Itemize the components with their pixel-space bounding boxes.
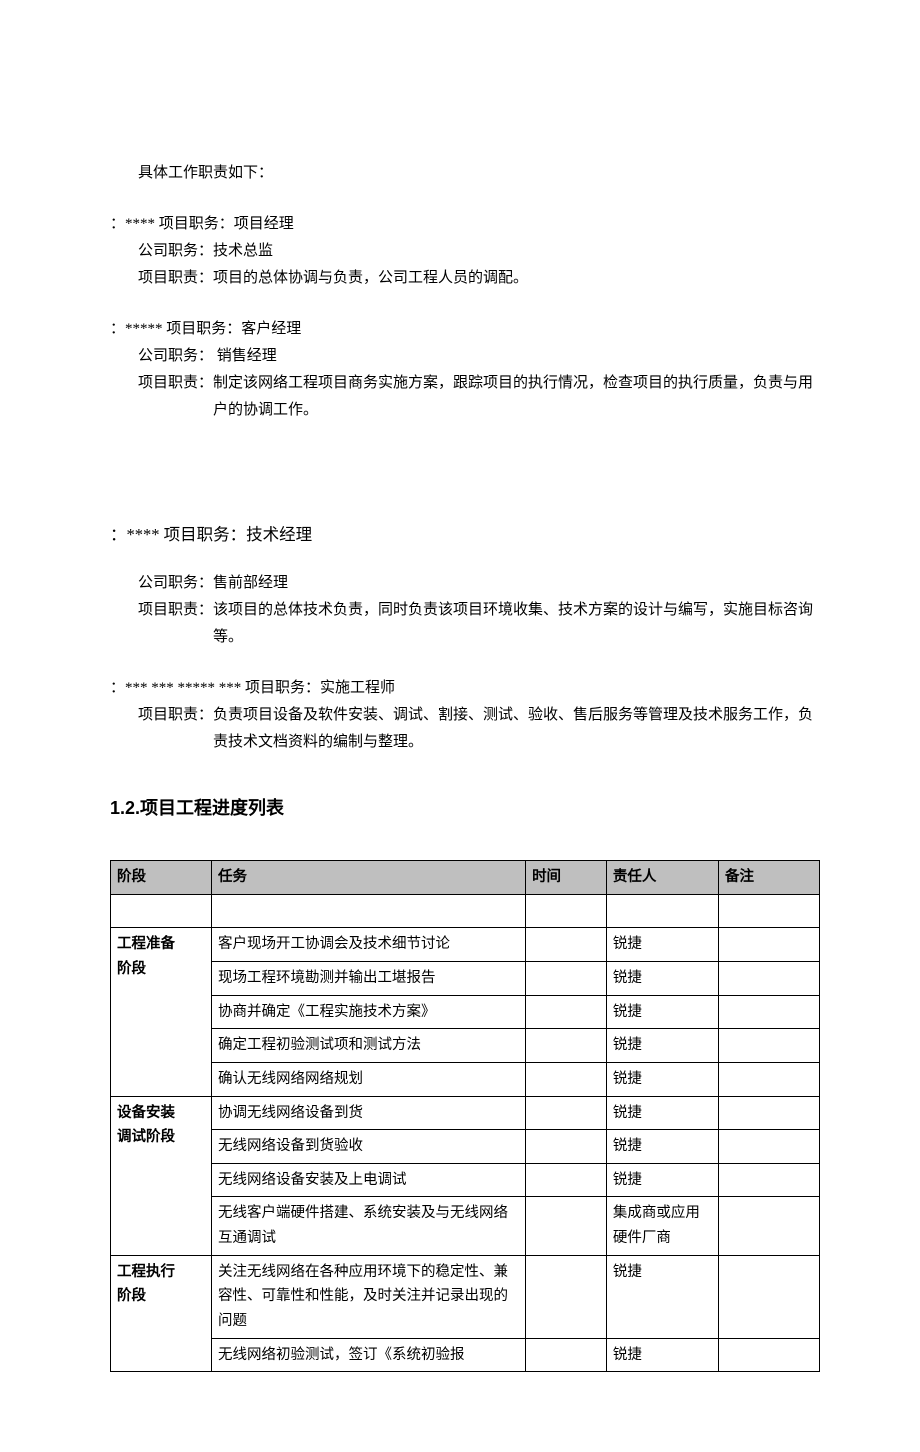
- role-duty-value: 该项目的总体技术负责，同时负责该项目环境收集、技术方案的设计与编写，实施目标咨询…: [213, 597, 820, 651]
- role-duty-value: 项目的总体协调与负责，公司工程人员的调配。: [213, 265, 528, 292]
- table-body: 工程准备阶段客户现场开工协调会及技术细节讨论锐捷现场工程环境勘测并输出工堪报告锐…: [111, 894, 820, 1372]
- role-duty-line: 项目职责：负责项目设备及软件安装、调试、割接、测试、验收、售后服务等管理及技术服…: [110, 702, 820, 756]
- role-duty-line: 项目职责：项目的总体协调与负责，公司工程人员的调配。: [110, 265, 820, 292]
- note-cell: [719, 1062, 820, 1096]
- note-cell: [719, 1338, 820, 1372]
- time-cell: [526, 1029, 607, 1063]
- role-block: ：*** *** ***** *** 项目职务：实施工程师项目职责：负责项目设备…: [110, 675, 820, 756]
- task-cell: 协调无线网络设备到货: [211, 1096, 525, 1130]
- owner-cell: 锐捷: [606, 1255, 718, 1338]
- role-block: ：**** 项目职务：技术经理公司职务：售前部经理项目职责：该项目的总体技术负责…: [110, 520, 820, 651]
- col-owner-header: 责任人: [606, 861, 718, 895]
- note-cell: [719, 1197, 820, 1255]
- intro-text: 具体工作职责如下：: [110, 160, 820, 187]
- phase-cell: [111, 894, 212, 928]
- owner-cell: 锐捷: [606, 1062, 718, 1096]
- role-company-line: 公司职务： 销售经理: [110, 343, 820, 370]
- task-cell: 无线网络设备到货验收: [211, 1130, 525, 1164]
- time-cell: [526, 1062, 607, 1096]
- owner-cell: 锐捷: [606, 1130, 718, 1164]
- phase-cell: 设备安装调试阶段: [111, 1096, 212, 1255]
- time-cell: [526, 962, 607, 996]
- time-cell: [526, 1255, 607, 1338]
- time-cell: [526, 1130, 607, 1164]
- role-company-line: 公司职务：技术总监: [110, 238, 820, 265]
- note-cell: [719, 995, 820, 1029]
- role-duty-value: 制定该网络工程项目商务实施方案，跟踪项目的执行情况，检查项目的执行质量，负责与用…: [213, 370, 820, 424]
- role-duty-line: 项目职责：制定该网络工程项目商务实施方案，跟踪项目的执行情况，检查项目的执行质量…: [110, 370, 820, 424]
- role-duty-label: 项目职责：: [138, 370, 213, 424]
- role-duty-value: 负责项目设备及软件安装、调试、割接、测试、验收、售后服务等管理及技术服务工作，负…: [213, 702, 820, 756]
- table-row: 工程准备阶段客户现场开工协调会及技术细节讨论锐捷: [111, 928, 820, 962]
- table-header-row: 阶段 任务 时间 责任人 备注: [111, 861, 820, 895]
- role-duty-label: 项目职责：: [138, 265, 213, 292]
- note-cell: [719, 1130, 820, 1164]
- role-position-line: ：*** *** ***** *** 项目职务：实施工程师: [110, 675, 820, 702]
- section-title: 1.2.项目工程进度列表: [110, 792, 820, 824]
- time-cell: [526, 995, 607, 1029]
- time-cell: [526, 1096, 607, 1130]
- table-row: 无线网络设备到货验收 锐捷: [111, 1130, 820, 1164]
- col-task-header: 任务: [211, 861, 525, 895]
- task-cell: 协商并确定《工程实施技术方案》: [211, 995, 525, 1029]
- task-cell: 确定工程初验测试项和测试方法: [211, 1029, 525, 1063]
- table-row: 无线网络初验测试，签订《系统初验报 锐捷: [111, 1338, 820, 1372]
- note-cell: [719, 1029, 820, 1063]
- time-cell: [526, 928, 607, 962]
- schedule-table: 阶段 任务 时间 责任人 备注 工程准备阶段客户现场开工协调会及技术细节讨论锐捷…: [110, 860, 820, 1372]
- role-duty-line: 项目职责：该项目的总体技术负责，同时负责该项目环境收集、技术方案的设计与编写，实…: [110, 597, 820, 651]
- table-row: [111, 894, 820, 928]
- table-row: 确定工程初验测试项和测试方法 锐捷: [111, 1029, 820, 1063]
- owner-cell: 锐捷: [606, 962, 718, 996]
- owner-cell: 锐捷: [606, 928, 718, 962]
- owner-cell: 锐捷: [606, 995, 718, 1029]
- table-row: 工程执行阶段关注无线网络在各种应用环境下的稳定性、兼容性、可靠性和性能，及时关注…: [111, 1255, 820, 1338]
- col-note-header: 备注: [719, 861, 820, 895]
- task-cell: 无线网络设备安装及上电调试: [211, 1163, 525, 1197]
- note-cell: [719, 894, 820, 928]
- table-row: 协商并确定《工程实施技术方案》 锐捷: [111, 995, 820, 1029]
- task-cell: [211, 894, 525, 928]
- role-block: ：***** 项目职务：客户经理公司职务： 销售经理项目职责：制定该网络工程项目…: [110, 316, 820, 424]
- role-position-line: ：**** 项目职务：项目经理: [110, 211, 820, 238]
- task-cell: 无线网络初验测试，签订《系统初验报: [211, 1338, 525, 1372]
- role-position-line: ：***** 项目职务：客户经理: [110, 316, 820, 343]
- note-cell: [719, 928, 820, 962]
- task-cell: 无线客户端硬件搭建、系统安装及与无线网络互通调试: [211, 1197, 525, 1255]
- role-duty-label: 项目职责：: [138, 702, 213, 756]
- table-row: 无线客户端硬件搭建、系统安装及与无线网络互通调试 集成商或应用硬件厂商: [111, 1197, 820, 1255]
- task-cell: 客户现场开工协调会及技术细节讨论: [211, 928, 525, 962]
- owner-cell: [606, 894, 718, 928]
- time-cell: [526, 1163, 607, 1197]
- note-cell: [719, 962, 820, 996]
- time-cell: [526, 1338, 607, 1372]
- roles-section: ：**** 项目职务：项目经理公司职务：技术总监项目职责：项目的总体协调与负责，…: [110, 211, 820, 756]
- phase-cell: 工程准备阶段: [111, 928, 212, 1096]
- owner-cell: 锐捷: [606, 1029, 718, 1063]
- owner-cell: 锐捷: [606, 1096, 718, 1130]
- table-row: 确认无线网络网络规划 锐捷: [111, 1062, 820, 1096]
- table-row: 现场工程环境勘测并输出工堪报告 锐捷: [111, 962, 820, 996]
- time-cell: [526, 1197, 607, 1255]
- note-cell: [719, 1096, 820, 1130]
- col-phase-header: 阶段: [111, 861, 212, 895]
- role-position-line: ：**** 项目职务：技术经理: [110, 520, 820, 550]
- role-duty-label: 项目职责：: [138, 597, 213, 651]
- note-cell: [719, 1163, 820, 1197]
- table-row: 设备安装调试阶段协调无线网络设备到货锐捷: [111, 1096, 820, 1130]
- owner-cell: 锐捷: [606, 1163, 718, 1197]
- table-row: 无线网络设备安装及上电调试 锐捷: [111, 1163, 820, 1197]
- task-cell: 确认无线网络网络规划: [211, 1062, 525, 1096]
- col-time-header: 时间: [526, 861, 607, 895]
- role-company-line: 公司职务：售前部经理: [110, 570, 820, 597]
- owner-cell: 集成商或应用硬件厂商: [606, 1197, 718, 1255]
- task-cell: 现场工程环境勘测并输出工堪报告: [211, 962, 525, 996]
- role-block: ：**** 项目职务：项目经理公司职务：技术总监项目职责：项目的总体协调与负责，…: [110, 211, 820, 292]
- phase-cell: 工程执行阶段: [111, 1255, 212, 1372]
- task-cell: 关注无线网络在各种应用环境下的稳定性、兼容性、可靠性和性能，及时关注并记录出现的…: [211, 1255, 525, 1338]
- owner-cell: 锐捷: [606, 1338, 718, 1372]
- note-cell: [719, 1255, 820, 1338]
- time-cell: [526, 894, 607, 928]
